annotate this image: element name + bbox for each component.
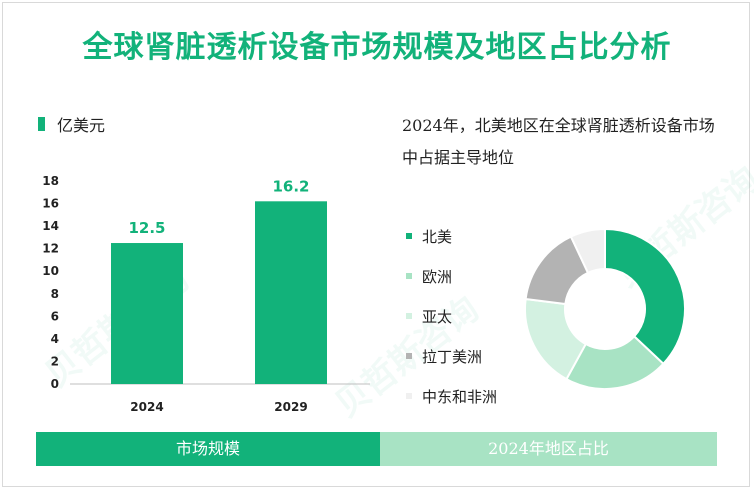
legend-label: 中东和非洲	[422, 387, 498, 406]
y-tick-label: 0	[51, 377, 59, 391]
footer-market-size: 市场规模	[36, 432, 380, 466]
legend-item: 拉丁美洲	[406, 336, 497, 376]
unit-legend: 亿美元	[38, 112, 105, 136]
y-tick-label: 4	[51, 332, 59, 346]
data-label: 16.2	[272, 177, 309, 195]
legend-label: 拉丁美洲	[422, 347, 483, 366]
donut-slice	[604, 227, 686, 366]
y-tick-label: 8	[51, 287, 59, 301]
y-tick-label: 10	[42, 264, 59, 278]
legend-item: 北美	[406, 216, 497, 256]
y-tick-label: 14	[42, 219, 59, 233]
data-label: 12.5	[128, 219, 165, 237]
x-tick-label: 2029	[274, 400, 307, 414]
legend-swatch	[406, 233, 412, 239]
legend-item: 亚太	[406, 296, 497, 336]
bar	[255, 201, 327, 384]
legend-item: 中东和非洲	[406, 376, 497, 416]
donut-legend: 北美欧洲亚太拉丁美洲中东和非洲	[406, 216, 497, 416]
y-tick-label: 18	[42, 174, 59, 188]
bar	[111, 243, 183, 384]
donut-title: 2024年，北美地区在全球肾脏透析设备市场中占据主导地位	[402, 116, 715, 167]
chart-frame	[2, 2, 750, 487]
legend-item: 欧洲	[406, 256, 497, 296]
legend-swatch	[38, 117, 45, 131]
donut-slice	[569, 227, 606, 275]
y-tick-label: 6	[51, 309, 59, 323]
legend-swatch	[406, 353, 412, 359]
page-title: 全球肾脏透析设备市场规模及地区占比分析	[82, 30, 672, 65]
legend-label: 北美	[422, 227, 453, 246]
legend-label: 欧洲	[422, 267, 453, 286]
y-tick-label: 2	[51, 354, 59, 368]
y-tick-label: 16	[42, 197, 59, 211]
footer-region-share: 2024年地区占比	[380, 432, 717, 466]
legend-swatch	[406, 273, 412, 279]
bar-chart: 0 2 4 6 8 10 12 14 16 18 12.5 2024 16.2 2029	[42, 174, 370, 414]
x-tick-label: 2024	[130, 400, 163, 414]
unit-label: 亿美元	[57, 116, 106, 135]
legend-swatch	[406, 393, 412, 399]
legend-swatch	[406, 313, 412, 319]
legend-label: 亚太	[422, 307, 453, 326]
y-tick-label: 12	[42, 242, 59, 256]
donut-chart	[524, 227, 686, 390]
